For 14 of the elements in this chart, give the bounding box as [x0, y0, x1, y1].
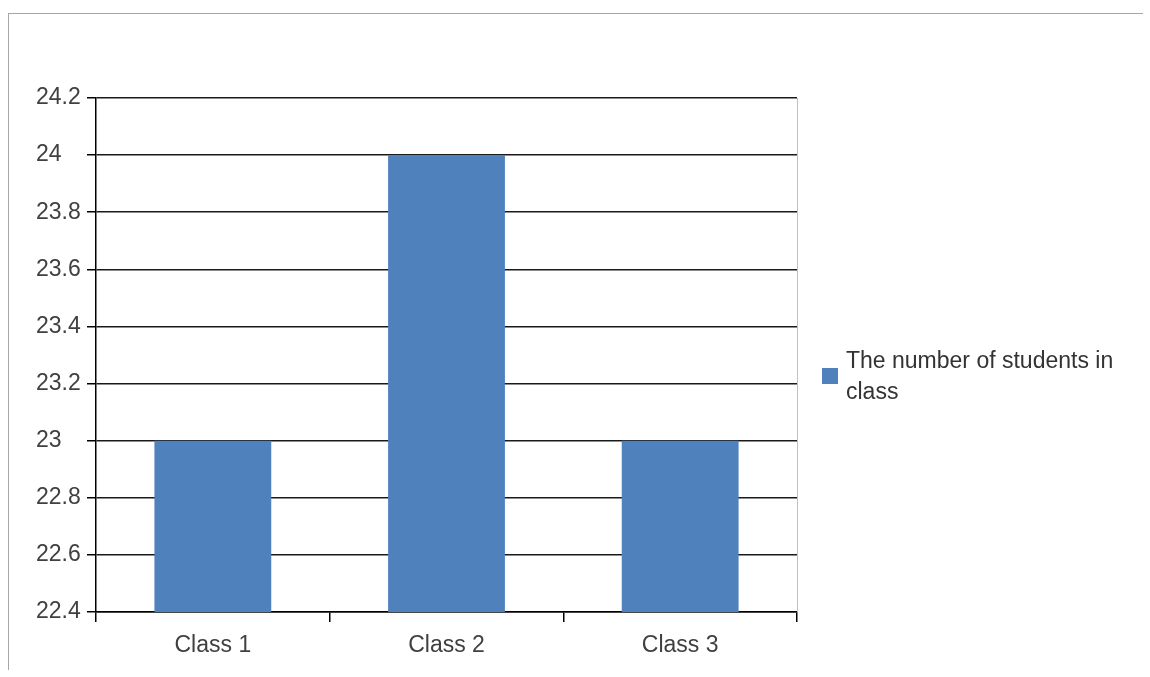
- y-tick-label: 22.4: [36, 597, 81, 624]
- y-tick-label: 23.6: [36, 254, 81, 281]
- y-tick-label: 23.2: [36, 368, 81, 395]
- y-tick-label: 23.8: [36, 197, 81, 224]
- y-tick-label: 24: [36, 140, 62, 167]
- x-tick-label: Class 3: [641, 631, 719, 658]
- y-tick-label: 24.2: [36, 83, 81, 110]
- legend-label: The number of students in class: [846, 346, 1115, 406]
- y-tick-label: 22.6: [36, 540, 81, 567]
- x-tick-label: Class 2: [408, 631, 485, 658]
- x-tick-label: Class 1: [174, 631, 252, 658]
- y-tick-label: 23.4: [36, 311, 81, 338]
- y-tick-label: 23: [36, 426, 62, 453]
- y-tick-label: 22.8: [36, 483, 81, 510]
